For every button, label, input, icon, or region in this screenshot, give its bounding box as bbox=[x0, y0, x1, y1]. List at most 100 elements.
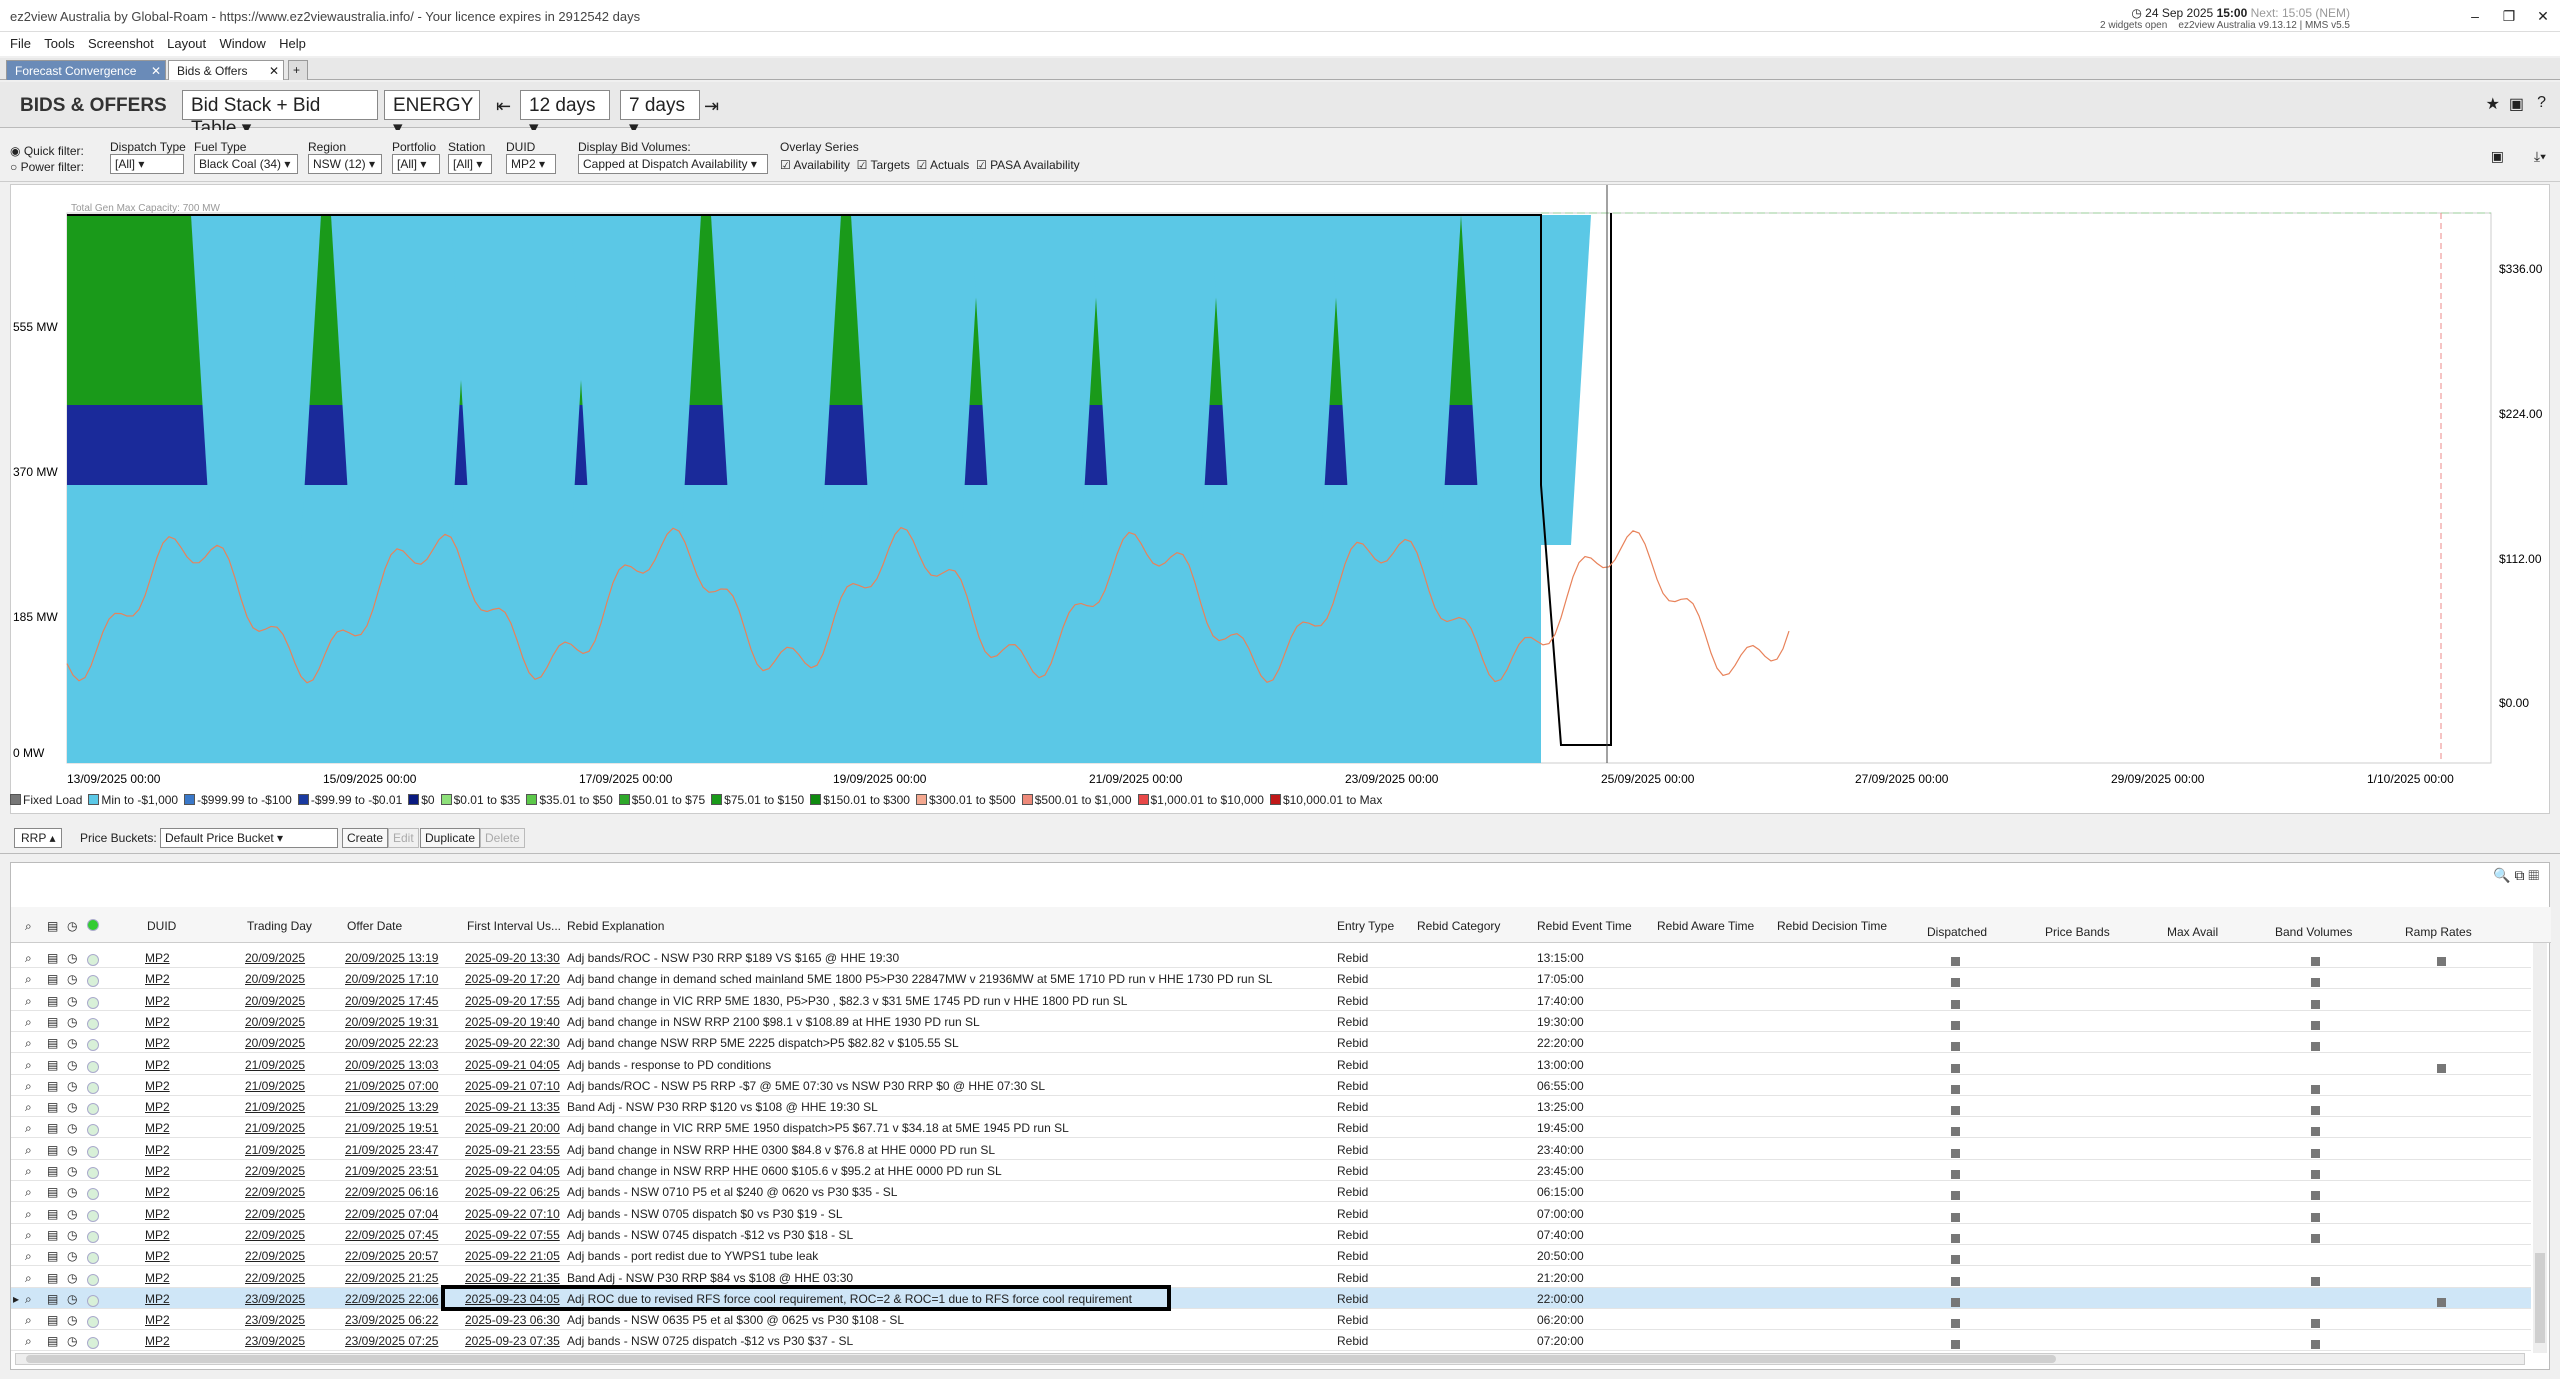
market-select[interactable]: ENERGY ▾ bbox=[384, 90, 480, 139]
clock-icon[interactable]: ◷ bbox=[67, 1185, 78, 1200]
cell-first-interval[interactable]: 2025-09-20 17:20 bbox=[465, 972, 560, 987]
menu-window[interactable]: Window bbox=[219, 36, 266, 51]
search-icon[interactable]: ⌕ bbox=[25, 1206, 32, 1221]
table-row[interactable]: ⌕ ▤ ◷ MP2 20/09/2025 20/09/2025 22:23 2025-09-… bbox=[11, 1032, 2531, 1054]
vertical-scrollbar[interactable] bbox=[2533, 943, 2547, 1353]
table-row[interactable]: ⌕ ▤ ◷ MP2 21/09/2025 21/09/2025 13:29 2025-09-… bbox=[11, 1096, 2531, 1118]
cell-trading-day[interactable]: 23/09/2025 bbox=[245, 1334, 306, 1349]
cell-offer-date[interactable]: 23/09/2025 06:22 bbox=[345, 1313, 439, 1328]
cell-offer-date[interactable]: 22/09/2025 20:57 bbox=[345, 1249, 439, 1264]
cell-trading-day[interactable]: 21/09/2025 bbox=[245, 1078, 306, 1093]
cell-trading-day[interactable]: 22/09/2025 bbox=[245, 1227, 306, 1242]
cell-first-interval[interactable]: 2025-09-22 04:05 bbox=[465, 1164, 560, 1178]
clock-icon[interactable]: ◷ bbox=[67, 1334, 78, 1349]
bid-volumes-select[interactable]: Capped at Dispatch Availability ▾ bbox=[578, 154, 768, 174]
cell-duid[interactable]: MP2 bbox=[145, 1249, 170, 1264]
search-icon[interactable]: ⌕ bbox=[25, 1313, 32, 1328]
grid-icon[interactable]: ▤ bbox=[47, 1270, 59, 1285]
cell-first-interval[interactable]: 2025-09-22 21:35 bbox=[465, 1270, 560, 1285]
cell-trading-day[interactable]: 20/09/2025 bbox=[245, 972, 306, 987]
cell-duid[interactable]: MP2 bbox=[145, 1291, 170, 1306]
search-icon[interactable]: ⌕ bbox=[25, 1291, 32, 1306]
cell-first-interval[interactable]: 2025-09-21 20:00 bbox=[465, 1121, 560, 1136]
clock-icon[interactable]: ◷ bbox=[67, 1291, 78, 1306]
clock-icon[interactable]: ◷ bbox=[67, 1121, 78, 1136]
cell-trading-day[interactable]: 22/09/2025 bbox=[245, 1164, 306, 1178]
portfolio-select[interactable]: [All] ▾ bbox=[392, 154, 440, 174]
clock-icon[interactable]: ◷ bbox=[67, 1227, 78, 1242]
cell-duid[interactable]: MP2 bbox=[145, 951, 170, 965]
clock-icon[interactable]: ◷ bbox=[67, 1142, 78, 1157]
clock-icon[interactable]: ◷ bbox=[67, 1078, 78, 1093]
search-icon[interactable]: ⌕ bbox=[25, 1142, 32, 1157]
col-rebid-explanation[interactable]: Rebid Explanation bbox=[567, 919, 665, 933]
create-button[interactable]: Create bbox=[342, 828, 389, 848]
cell-offer-date[interactable]: 23/09/2025 07:25 bbox=[345, 1334, 439, 1349]
cell-duid[interactable]: MP2 bbox=[145, 1206, 170, 1221]
col-duid[interactable]: DUID bbox=[147, 919, 177, 933]
cell-trading-day[interactable]: 22/09/2025 bbox=[245, 1270, 306, 1285]
table-row[interactable]: ⌕ ▤ ◷ MP2 21/09/2025 21/09/2025 19:51 2025-09-… bbox=[11, 1117, 2531, 1139]
grid-icon[interactable]: ▤ bbox=[47, 1014, 59, 1029]
cell-first-interval[interactable]: 2025-09-20 19:40 bbox=[465, 1014, 560, 1029]
clock-icon[interactable]: ◷ bbox=[67, 951, 78, 965]
edit-button[interactable]: Edit bbox=[388, 828, 419, 848]
grid-icon[interactable]: ▤ bbox=[47, 1036, 59, 1051]
search-icon[interactable]: ⌕ bbox=[25, 1078, 32, 1093]
close-icon[interactable]: ✕ bbox=[268, 64, 279, 78]
menu-tools[interactable]: Tools bbox=[44, 36, 75, 51]
help-icon[interactable]: ? bbox=[2537, 94, 2546, 111]
rrp-button[interactable]: RRP ▴ bbox=[14, 828, 63, 848]
grid-icon[interactable]: ▤ bbox=[47, 972, 59, 987]
favourite-icon[interactable]: ★ bbox=[2485, 96, 2500, 113]
power-filter-radio[interactable]: ○ Power filter: bbox=[10, 160, 84, 174]
table-row[interactable]: ⌕ ▤ ◷ MP2 22/09/2025 22/09/2025 06:16 2025-09-… bbox=[11, 1181, 2531, 1203]
search-icon[interactable]: ⌕ bbox=[25, 1249, 32, 1264]
cell-trading-day[interactable]: 23/09/2025 bbox=[245, 1313, 306, 1328]
cell-duid[interactable]: MP2 bbox=[145, 972, 170, 987]
menu-screenshot[interactable]: Screenshot bbox=[88, 36, 154, 51]
table-row[interactable]: ⌕ ▤ ◷ MP2 23/09/2025 23/09/2025 06:22 2025-09-… bbox=[11, 1309, 2531, 1331]
col-rebid-category[interactable]: Rebid Category bbox=[1417, 919, 1501, 933]
grid-icon[interactable]: ▤ bbox=[47, 1142, 59, 1157]
duid-select[interactable]: MP2 ▾ bbox=[506, 154, 556, 174]
cell-duid[interactable]: MP2 bbox=[145, 1185, 170, 1200]
horizontal-scrollbar[interactable] bbox=[15, 1353, 2525, 1365]
cell-offer-date[interactable]: 20/09/2025 22:23 bbox=[345, 1036, 439, 1051]
cell-trading-day[interactable]: 21/09/2025 bbox=[245, 1142, 306, 1157]
search-icon[interactable]: ⌕ bbox=[25, 1057, 32, 1072]
region-select[interactable]: NSW (12) ▾ bbox=[308, 154, 382, 174]
cell-trading-day[interactable]: 20/09/2025 bbox=[245, 1014, 306, 1029]
cell-offer-date[interactable]: 20/09/2025 17:45 bbox=[345, 993, 439, 1008]
cell-trading-day[interactable]: 20/09/2025 bbox=[245, 993, 306, 1008]
cell-trading-day[interactable]: 22/09/2025 bbox=[245, 1206, 306, 1221]
col-max-avail[interactable]: Max Avail bbox=[2167, 925, 2219, 939]
price-bucket-select[interactable]: Default Price Bucket ▾ bbox=[160, 828, 338, 848]
menu-help[interactable]: Help bbox=[279, 36, 306, 51]
cell-first-interval[interactable]: 2025-09-21 13:35 bbox=[465, 1100, 560, 1115]
delete-button[interactable]: Delete bbox=[480, 828, 525, 848]
snapshot-icon[interactable]: ▣ bbox=[2490, 148, 2504, 164]
cell-offer-date[interactable]: 20/09/2025 13:19 bbox=[345, 951, 439, 965]
menu-layout[interactable]: Layout bbox=[167, 36, 207, 51]
back-days-select[interactable]: 12 days ▾ bbox=[520, 90, 610, 139]
cell-offer-date[interactable]: 21/09/2025 23:47 bbox=[345, 1142, 439, 1157]
cell-offer-date[interactable]: 21/09/2025 07:00 bbox=[345, 1078, 439, 1093]
cell-first-interval[interactable]: 2025-09-23 07:35 bbox=[465, 1334, 560, 1349]
col-first-interval[interactable]: First Interval Us... bbox=[467, 919, 562, 933]
search-icon[interactable]: ⌕ bbox=[25, 993, 32, 1008]
grid-icon[interactable]: ▤ bbox=[47, 1057, 59, 1072]
cell-offer-date[interactable]: 22/09/2025 07:45 bbox=[345, 1227, 439, 1242]
cell-trading-day[interactable]: 23/09/2025 bbox=[245, 1291, 306, 1306]
search-icon[interactable]: ⌕ bbox=[25, 1164, 32, 1178]
cell-duid[interactable]: MP2 bbox=[145, 1100, 170, 1115]
cell-duid[interactable]: MP2 bbox=[145, 993, 170, 1008]
col-rebid-aware-time[interactable]: Rebid Aware Time bbox=[1657, 919, 1755, 933]
grid-icon[interactable]: ▤ bbox=[47, 1313, 59, 1328]
copy-icon[interactable]: ⧉ bbox=[2514, 867, 2525, 883]
cell-duid[interactable]: MP2 bbox=[145, 1334, 170, 1349]
grid-icon[interactable]: ▤ bbox=[47, 1227, 59, 1242]
clock-icon[interactable]: ◷ bbox=[67, 1164, 78, 1178]
minimize-icon[interactable]: – bbox=[2471, 8, 2479, 24]
search-icon[interactable]: ⌕ bbox=[25, 1185, 32, 1200]
